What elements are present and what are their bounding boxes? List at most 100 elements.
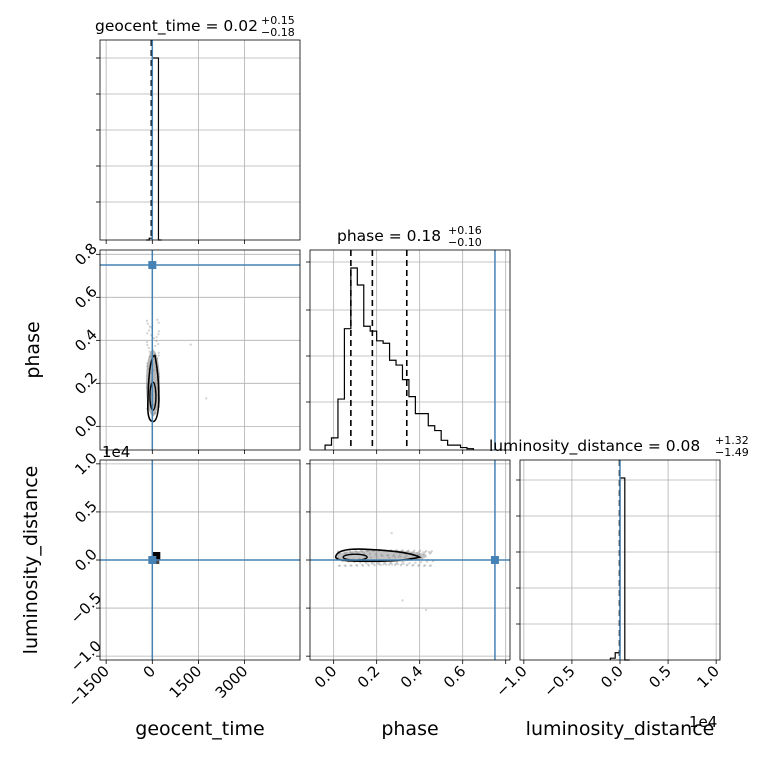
- luminosity-distance-title-plus: +1.32: [715, 434, 749, 447]
- panel-frame: [519, 459, 721, 661]
- scatter-point: [366, 563, 370, 566]
- x-tick-label: 0.6: [440, 662, 470, 692]
- x-axis-label-geocent-time: geocent_time: [135, 718, 264, 740]
- geocent-time-vs-luminosity-distance-panel: −1500 0 1500 3000−1.0−0.50.00.51.0: [64, 449, 301, 711]
- scatter-point: [386, 554, 389, 557]
- geocent-time-histogram-panel: [96, 39, 301, 244]
- scatter-point: [390, 531, 393, 535]
- panel-frame: [99, 39, 301, 241]
- scatter-point: [405, 554, 408, 557]
- x-tick-label: 0.0: [597, 662, 627, 692]
- x-tick-label: 0.2: [354, 662, 384, 692]
- luminosity-distance-title: luminosity_distance = 0.08: [489, 437, 700, 456]
- scatter-point: [354, 549, 357, 552]
- x-tick-label: 0.4: [397, 662, 427, 692]
- scatter-point: [361, 563, 364, 566]
- scatter-point: [349, 564, 352, 567]
- x-tick-label: 0.0: [311, 662, 341, 692]
- truth-marker: [490, 556, 499, 564]
- scatter-point: [394, 562, 398, 565]
- geocent-time-title-minus: −0.18: [261, 26, 295, 39]
- x-tick-label: 0: [140, 662, 159, 681]
- scatter-point: [157, 330, 161, 333]
- scatter-point: [157, 354, 160, 357]
- scatter-point: [392, 553, 396, 556]
- scatter-point: [430, 550, 433, 553]
- scatter-point: [401, 560, 404, 563]
- scatter-point: [401, 599, 404, 602]
- x-tick-label: 0.5: [645, 662, 675, 692]
- scatter-point: [145, 319, 149, 322]
- scatter-point: [425, 560, 429, 563]
- y-tick-label: 1.0: [71, 449, 101, 479]
- scatter-point: [381, 554, 384, 558]
- scatter-point: [350, 564, 353, 567]
- y-tick-label: 0.0: [71, 545, 101, 575]
- phase-title-plus: +0.16: [448, 224, 482, 237]
- scatter-point: [424, 549, 428, 553]
- scatter-point: [379, 563, 382, 567]
- scatter-point: [416, 551, 419, 554]
- scatter-point: [406, 563, 409, 566]
- y-tick-label: 0.2: [71, 369, 101, 399]
- scatter-point: [405, 564, 408, 567]
- scatter-point: [154, 344, 157, 348]
- scatter-point: [420, 561, 423, 564]
- scatter-point: [155, 339, 158, 343]
- scatter-point: [372, 563, 375, 566]
- scatter-point: [391, 563, 394, 566]
- geocent-time-title-plus: +0.15: [261, 14, 295, 27]
- phase-title-minus: −0.10: [448, 236, 482, 249]
- scatter-point: [344, 564, 347, 567]
- scatter-point: [396, 562, 400, 566]
- scatter-point: [147, 346, 150, 349]
- scatter-point: [414, 561, 417, 564]
- scatter-point: [385, 563, 388, 566]
- x-tick-label: −1500: [64, 662, 113, 711]
- luminosity-distance-histogram-panel: −1.0 −0.5 0.0 0.5 1.0: [492, 459, 723, 701]
- panel-frame: [99, 459, 301, 661]
- scatter-point: [357, 551, 360, 554]
- scatter-point: [369, 556, 372, 559]
- scatter-point: [429, 564, 432, 567]
- scatter-point: [157, 351, 160, 354]
- x-tick-label: −1.0: [492, 662, 530, 700]
- scatter-point: [356, 564, 359, 567]
- scatter-point: [390, 561, 393, 564]
- scatter-point: [412, 550, 415, 553]
- scatter-point: [338, 564, 341, 567]
- scatter-point: [400, 549, 403, 552]
- x-tick-label: −0.5: [540, 662, 578, 700]
- scatter-point: [355, 564, 358, 567]
- scatter-point: [388, 556, 391, 559]
- scatter-point: [355, 550, 358, 553]
- scatter-point: [375, 555, 378, 558]
- scatter-point: [384, 562, 387, 565]
- scatter-point: [418, 564, 421, 567]
- x-axis-label-phase: phase: [381, 718, 438, 740]
- scatter-point: [359, 561, 362, 564]
- scatter-point: [407, 549, 410, 552]
- scatter-point: [367, 564, 371, 567]
- truth-marker: [148, 261, 157, 270]
- scatter-point: [380, 553, 383, 556]
- panel-frame: [309, 249, 511, 451]
- scatter-point: [344, 552, 347, 555]
- scatter-point: [156, 318, 159, 321]
- scatter-point: [146, 322, 149, 325]
- scatter-point: [422, 553, 426, 556]
- scatter-point: [399, 555, 402, 558]
- scatter-point: [388, 563, 391, 566]
- x-tick-label: 1500: [166, 662, 206, 702]
- scatter-point: [362, 564, 365, 567]
- scatter-point: [382, 563, 385, 566]
- scatter-point: [387, 554, 390, 557]
- scatter-point: [157, 321, 160, 324]
- scatter-point: [428, 552, 431, 555]
- scatter-point: [343, 551, 346, 554]
- scatter-point: [417, 553, 420, 556]
- scatter-point: [364, 562, 368, 565]
- scatter-point: [351, 551, 354, 554]
- luminosity-distance-title-minus: −1.49: [715, 446, 749, 459]
